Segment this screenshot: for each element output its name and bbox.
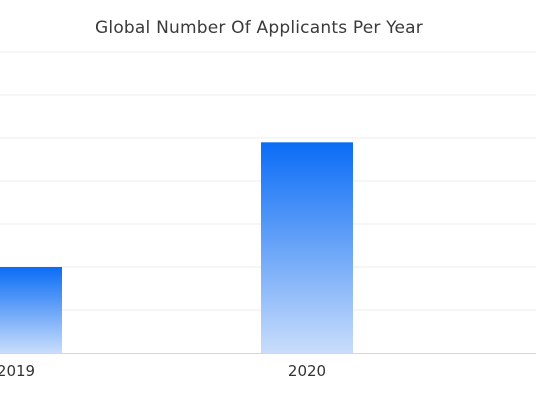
bars	[0, 142, 353, 353]
x-tick-label-2020: 2020	[288, 362, 326, 380]
x-tick-label-2019: 2019	[0, 362, 35, 380]
chart-title: Global Number Of Applicants Per Year	[95, 18, 423, 38]
bar-2019	[0, 267, 62, 353]
bar-2020	[261, 142, 353, 353]
x-tick-labels: 2019 2020	[0, 362, 326, 380]
